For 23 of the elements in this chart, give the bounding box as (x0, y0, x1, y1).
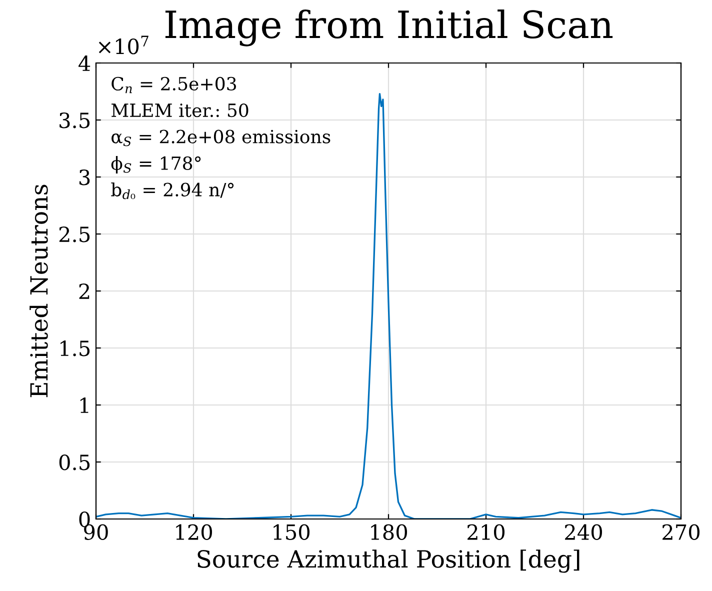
annotation: MLEM iter.: 50 (112, 103, 248, 118)
y-tick-label: 1 (80, 397, 88, 413)
annotation: b$_{d₀}$ = 2.94 n/° (111, 182, 234, 200)
y-tick-label: 3 (79, 169, 90, 186)
x-tick-label: 150 (274, 524, 310, 540)
x-axis-title: Source Azimuthal Position [deg] (198, 550, 580, 573)
y-tick-label: 4 (78, 55, 90, 71)
y-tick-label: 2 (79, 283, 90, 299)
annotation: ϕ$_{S}$ = 178° (111, 156, 201, 174)
x-tick-label: 180 (371, 524, 407, 540)
annotation: α$_{S}$ = 2.2e+08 emissions (112, 130, 330, 146)
x-tick-label: 240 (565, 524, 602, 540)
y-tick-label: 1.5 (60, 340, 90, 356)
chart-title: Image from Initial Scan (165, 10, 613, 46)
y-tick-label: 3.5 (60, 112, 90, 128)
annotation: C$_{n}$ = 2.5e+03 (112, 76, 236, 94)
y-tick-label: 2.5 (59, 226, 90, 242)
x-tick-label: 210 (468, 524, 504, 540)
y-tick-label: 0.5 (59, 454, 90, 470)
x-tick-label: 270 (662, 524, 700, 540)
x-tick-label: 120 (176, 524, 212, 540)
text: ×10$^{7}$ (98, 36, 148, 54)
y-axis-title: Emitted Neutrons (30, 184, 48, 398)
